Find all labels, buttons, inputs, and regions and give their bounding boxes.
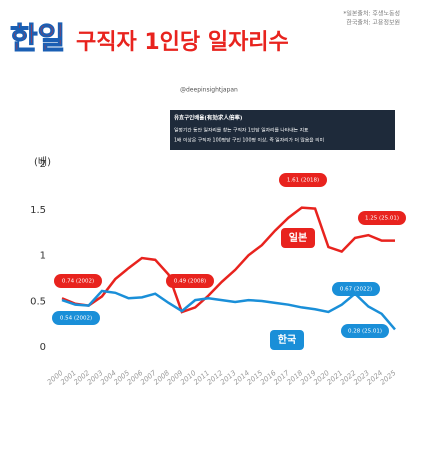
callout-label: 0.74 (2002)	[62, 279, 94, 285]
y-tick-label: 0	[40, 342, 46, 353]
y-tick-label: 0.5	[30, 296, 46, 307]
callout-box	[332, 282, 380, 296]
info-text: 1배 이상은 구직자 100명당 구인 100명 이상, 즉 일자리가 더 많음…	[174, 137, 324, 144]
callout-label: 0.28 (25.01)	[348, 329, 382, 335]
legend-label: 일본	[289, 231, 307, 244]
info-box	[170, 110, 395, 150]
callout-label: 1.25 (25.01)	[365, 216, 399, 222]
callout-box	[358, 211, 406, 225]
legend-label: 한국	[278, 334, 296, 346]
legend-box	[270, 330, 304, 350]
callout-label: 0.67 (2022)	[340, 287, 372, 293]
callout-box	[54, 274, 102, 288]
chart-title: 구직자 1인당 일자리수	[76, 30, 289, 55]
legend-box	[281, 228, 315, 248]
callout-box	[52, 311, 100, 325]
callout-label: 0.49 (2008)	[174, 279, 206, 285]
callout-box	[341, 324, 389, 338]
y-tick-label: 1.5	[30, 205, 46, 216]
y-tick-label: 1	[40, 251, 46, 262]
series-line	[61, 289, 396, 331]
y-axis-label: (배)	[34, 156, 51, 168]
series-line	[61, 206, 395, 314]
handle: @deepinsightjapan	[180, 87, 238, 94]
info-text: 일정기간 동안 일자리를 찾는 구직자 1인당 일자리를 나타내는 지표	[174, 127, 309, 134]
y-tick-label: 2	[40, 159, 46, 170]
source: *일본출처: 후생노동성	[343, 10, 400, 18]
callout-box	[166, 274, 214, 288]
callout-label: 0.54 (2002)	[60, 316, 92, 322]
source: 한국출처: 고용정보원	[346, 19, 400, 27]
title-highlight: 한일	[10, 22, 65, 57]
callout-box	[279, 173, 327, 187]
callout-label: 1.61 (2018)	[287, 178, 319, 184]
info-text: 유효구인배율(有効求人倍率)	[174, 114, 243, 122]
